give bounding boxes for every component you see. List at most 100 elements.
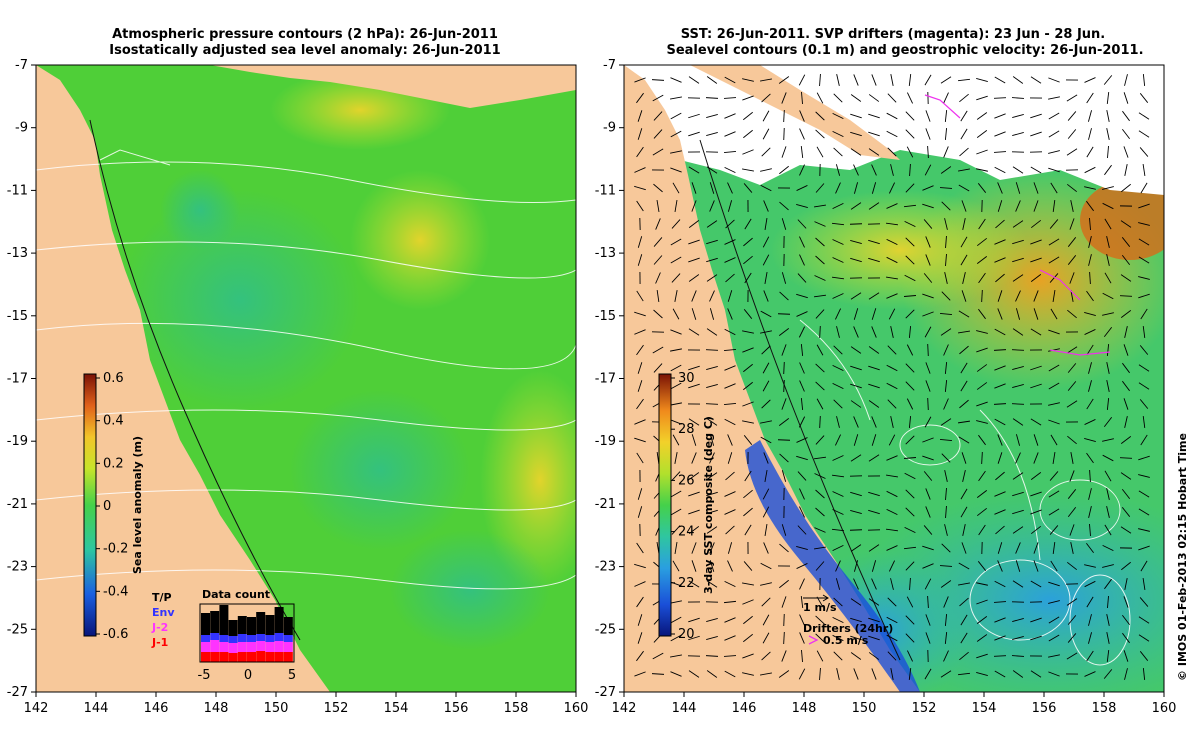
velocity-arrow — [928, 398, 929, 410]
velocity-arrow — [1012, 404, 1024, 405]
data-count-bar — [256, 641, 265, 651]
velocity-arrow — [784, 110, 785, 122]
velocity-arrow — [850, 530, 862, 531]
left-colorbar-tick-label: 0.2 — [103, 456, 124, 471]
data-count-bar — [219, 652, 228, 662]
data-count-bar — [275, 652, 284, 662]
right-x-tick-label: 160 — [1152, 701, 1177, 716]
data-count-bar — [210, 633, 219, 640]
drifter-speed-label: 0.5 m/s — [823, 634, 869, 647]
left-x-tick-label: 154 — [384, 701, 409, 716]
right-y-axis: -7-9-11-13-15-17-19-21-23-25-27 — [595, 58, 624, 700]
data-count-bar — [219, 642, 228, 652]
right-y-tick-label: -25 — [595, 622, 616, 637]
left-colorbar-tick-label: -0.6 — [103, 627, 128, 642]
data-count-bar — [256, 651, 265, 662]
velocity-arrow — [850, 224, 862, 225]
velocity-arrow — [706, 350, 718, 351]
velocity-scale-label: 1 m/s — [803, 601, 837, 614]
velocity-arrow — [994, 98, 1006, 99]
data-count-tick-label: 0 — [244, 668, 252, 683]
right-y-tick-label: -9 — [603, 121, 616, 136]
data-count-bar — [265, 615, 274, 635]
left-map-title-line1: Atmospheric pressure contours (2 hPa): 2… — [112, 27, 498, 42]
data-count-bar — [265, 635, 274, 642]
data-count-bar — [238, 634, 247, 642]
data-count-bar — [201, 652, 210, 662]
right-x-tick-label: 144 — [672, 701, 697, 716]
data-count-bar — [256, 612, 265, 634]
left-colorbar-label: Sea level anomaly (m) — [131, 436, 144, 574]
data-count-bar — [229, 620, 238, 636]
satellite-name: J-1 — [151, 636, 168, 649]
right-y-tick-label: -15 — [595, 309, 616, 324]
data-count-bar — [265, 652, 274, 662]
left-y-axis: -7-9-11-13-15-17-19-21-23-25-27 — [7, 58, 36, 700]
right-colorbar-tick-label: 26 — [678, 473, 695, 488]
data-count-bar — [284, 617, 293, 635]
left-positive-anomaly — [350, 170, 490, 310]
left-x-tick-label: 150 — [264, 701, 289, 716]
credit-text: © IMOS 01-Feb-2013 02:15 Hobart Time — [1176, 433, 1189, 681]
left-y-tick-label: -27 — [7, 685, 28, 700]
right-map: SST: 26-Jun-2011. SVP drifters (magenta)… — [595, 27, 1200, 716]
left-y-tick-label: -9 — [15, 121, 28, 136]
left-y-tick-label: -25 — [7, 622, 28, 637]
velocity-arrow — [706, 404, 718, 405]
left-y-tick-label: -11 — [7, 183, 28, 198]
left-x-tick-label: 156 — [444, 701, 469, 716]
velocity-arrow — [778, 440, 790, 441]
data-count-bar — [238, 642, 247, 652]
data-count-bar — [201, 642, 210, 652]
velocity-arrow — [784, 362, 785, 374]
left-colorbar-tick-label: 0 — [103, 499, 111, 514]
data-count-bar — [219, 605, 228, 635]
left-colorbar-tick-label: -0.2 — [103, 542, 128, 557]
data-count-bar — [201, 613, 210, 635]
left-y-tick-label: -19 — [7, 434, 28, 449]
right-x-tick-label: 158 — [1092, 701, 1117, 716]
velocity-arrow — [1120, 296, 1132, 297]
left-colorbar-tick-label: -0.4 — [103, 584, 128, 599]
velocity-arrow — [778, 314, 790, 315]
right-map-title-line2: Sealevel contours (0.1 m) and geostrophi… — [666, 43, 1143, 58]
data-count-bar — [229, 643, 238, 653]
data-count-tick-label: 5 — [288, 668, 296, 683]
velocity-arrow — [820, 326, 821, 338]
right-y-tick-label: -7 — [603, 58, 616, 73]
right-y-tick-label: -11 — [595, 183, 616, 198]
data-count-bar — [201, 635, 210, 642]
data-count-bar — [265, 642, 274, 652]
data-count-title: Data count — [202, 588, 270, 601]
satellite-name: T/P — [152, 591, 172, 604]
data-count-bar — [238, 616, 247, 634]
data-count-bar — [284, 635, 293, 642]
right-map-title-line1: SST: 26-Jun-2011. SVP drifters (magenta)… — [681, 27, 1106, 42]
data-count-bar — [275, 607, 284, 633]
velocity-arrow — [994, 656, 1006, 657]
velocity-arrow — [820, 416, 821, 428]
data-count-bar — [238, 652, 247, 662]
data-count-bar — [275, 641, 284, 652]
left-x-tick-label: 160 — [564, 701, 589, 716]
right-colorbar-tick-label: 22 — [678, 576, 695, 591]
data-count-bar — [247, 642, 256, 652]
data-count-bar — [284, 642, 293, 652]
right-y-tick-label: -21 — [595, 497, 616, 512]
velocity-arrow — [784, 128, 785, 140]
data-count-bar — [284, 652, 293, 662]
left-y-tick-label: -23 — [7, 560, 28, 575]
left-x-tick-label: 152 — [324, 701, 349, 716]
velocity-arrow — [784, 380, 785, 392]
left-x-tick-label: 158 — [504, 701, 529, 716]
right-y-tick-label: -17 — [595, 372, 616, 387]
data-count-bar — [247, 635, 256, 642]
data-count-bar — [229, 653, 238, 662]
right-x-tick-label: 150 — [852, 701, 877, 716]
right-x-tick-label: 156 — [1032, 701, 1057, 716]
data-count-bar — [256, 634, 265, 641]
velocity-arrow — [928, 344, 929, 356]
left-x-tick-label: 142 — [24, 701, 49, 716]
